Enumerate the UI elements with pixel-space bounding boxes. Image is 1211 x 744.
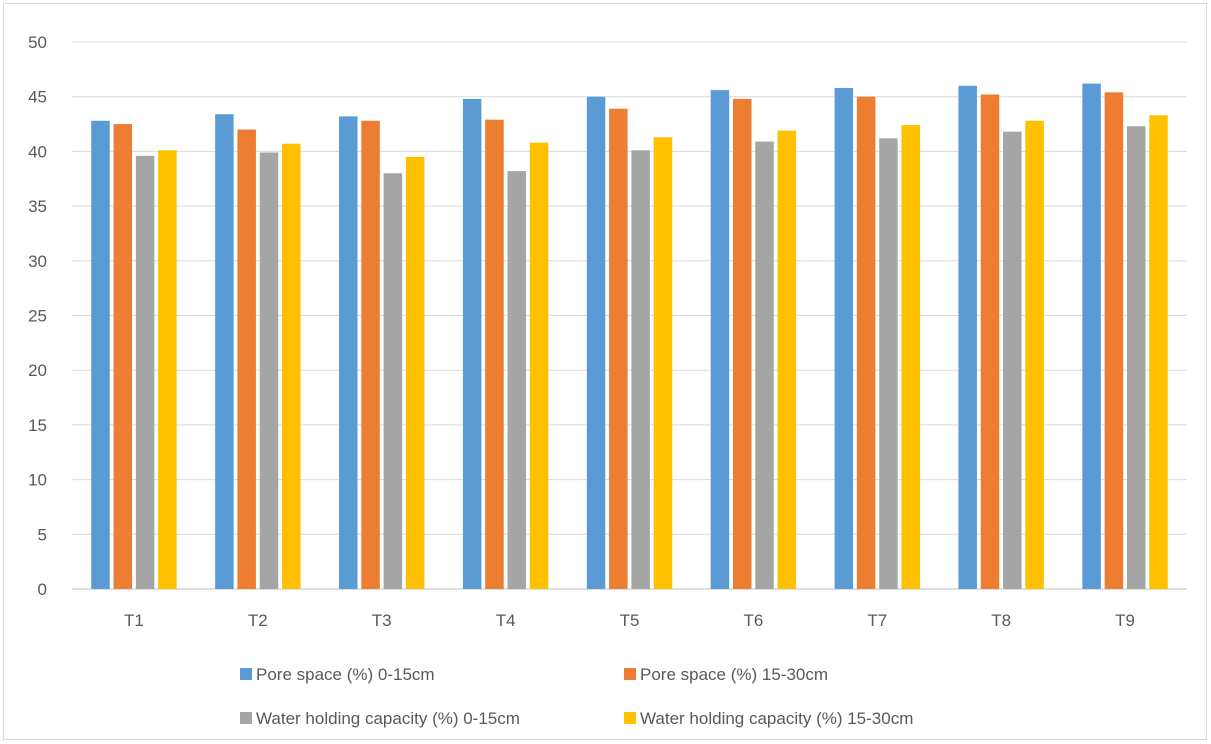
y-tick-label: 10 bbox=[28, 471, 47, 490]
legend-swatch bbox=[240, 668, 252, 680]
x-tick-label: T7 bbox=[867, 611, 887, 630]
bar-T3-series-3 bbox=[383, 173, 403, 589]
y-axis-ticks: 0 5 10 15 20 25 30 35 40 45 50 bbox=[28, 33, 47, 599]
bar-T2-series-4 bbox=[282, 143, 301, 589]
legend-swatch bbox=[624, 712, 636, 724]
bar-T1-series-1 bbox=[91, 120, 110, 589]
x-tick-label: T9 bbox=[1115, 611, 1135, 630]
bar-T3-series-4 bbox=[405, 156, 425, 589]
y-tick-label: 45 bbox=[28, 88, 47, 107]
bar-T6-series-2 bbox=[732, 98, 752, 589]
bars bbox=[91, 83, 1168, 590]
bar-T7-series-3 bbox=[879, 138, 898, 589]
legend-label: Pore space (%) 0-15cm bbox=[256, 665, 435, 684]
bar-T1-series-4 bbox=[158, 150, 177, 589]
bar-T2-series-2 bbox=[237, 129, 256, 589]
legend-label: Water holding capacity (%) 0-15cm bbox=[256, 709, 520, 728]
bar-T4-series-1 bbox=[462, 98, 482, 589]
bar-T4-series-4 bbox=[529, 142, 549, 589]
x-tick-label: T1 bbox=[124, 611, 144, 630]
legend-swatch bbox=[240, 712, 252, 724]
bar-T9-series-3 bbox=[1126, 126, 1146, 589]
y-tick-label: 35 bbox=[28, 197, 47, 216]
x-tick-label: T6 bbox=[743, 611, 763, 630]
bar-T6-series-3 bbox=[755, 141, 774, 589]
bar-T8-series-1 bbox=[958, 85, 977, 589]
bar-T3-series-2 bbox=[361, 120, 380, 589]
bar-T2-series-3 bbox=[259, 152, 279, 589]
bar-T8-series-2 bbox=[980, 94, 1000, 590]
legend-swatch bbox=[624, 668, 636, 680]
x-axis-ticks: T1 T2 T3 T4 T5 T6 T7 T8 T9 bbox=[124, 611, 1135, 630]
bar-T8-series-4 bbox=[1025, 120, 1044, 589]
bar-T2-series-1 bbox=[215, 114, 234, 589]
y-tick-label: 20 bbox=[28, 361, 47, 380]
bar-T4-series-2 bbox=[485, 119, 504, 589]
bar-T5-series-2 bbox=[609, 108, 628, 589]
x-tick-label: T4 bbox=[496, 611, 516, 630]
bar-T3-series-1 bbox=[339, 116, 358, 589]
bar-T5-series-3 bbox=[631, 150, 650, 589]
y-tick-label: 15 bbox=[28, 416, 47, 435]
y-tick-label: 0 bbox=[38, 580, 47, 599]
bar-T9-series-2 bbox=[1104, 92, 1124, 589]
legend-label: Water holding capacity (%) 15-30cm bbox=[640, 709, 913, 728]
x-tick-label: T2 bbox=[248, 611, 268, 630]
bar-T7-series-2 bbox=[856, 96, 876, 589]
gridlines bbox=[72, 41, 1187, 590]
bar-T6-series-1 bbox=[710, 90, 730, 590]
y-tick-label: 40 bbox=[28, 142, 47, 161]
y-tick-label: 5 bbox=[38, 525, 47, 544]
bar-T8-series-3 bbox=[1003, 131, 1022, 589]
bar-T4-series-3 bbox=[507, 171, 527, 590]
bar-T6-series-4 bbox=[777, 130, 797, 589]
bar-T5-series-1 bbox=[586, 96, 606, 589]
bar-T1-series-3 bbox=[135, 155, 155, 589]
bar-T7-series-4 bbox=[901, 125, 920, 590]
bar-T5-series-4 bbox=[653, 137, 673, 590]
bar-T1-series-2 bbox=[113, 124, 133, 590]
legend-label: Pore space (%) 15-30cm bbox=[640, 665, 828, 684]
y-tick-label: 50 bbox=[28, 33, 47, 52]
bar-T7-series-1 bbox=[834, 87, 854, 589]
x-tick-label: T5 bbox=[620, 611, 640, 630]
x-tick-label: T8 bbox=[991, 611, 1011, 630]
y-tick-label: 30 bbox=[28, 252, 47, 271]
bar-T9-series-1 bbox=[1082, 83, 1101, 590]
x-tick-label: T3 bbox=[372, 611, 392, 630]
legend: Pore space (%) 0-15cm Pore space (%) 15-3… bbox=[240, 665, 913, 728]
bar-T9-series-4 bbox=[1149, 115, 1168, 589]
y-tick-label: 25 bbox=[28, 307, 47, 326]
